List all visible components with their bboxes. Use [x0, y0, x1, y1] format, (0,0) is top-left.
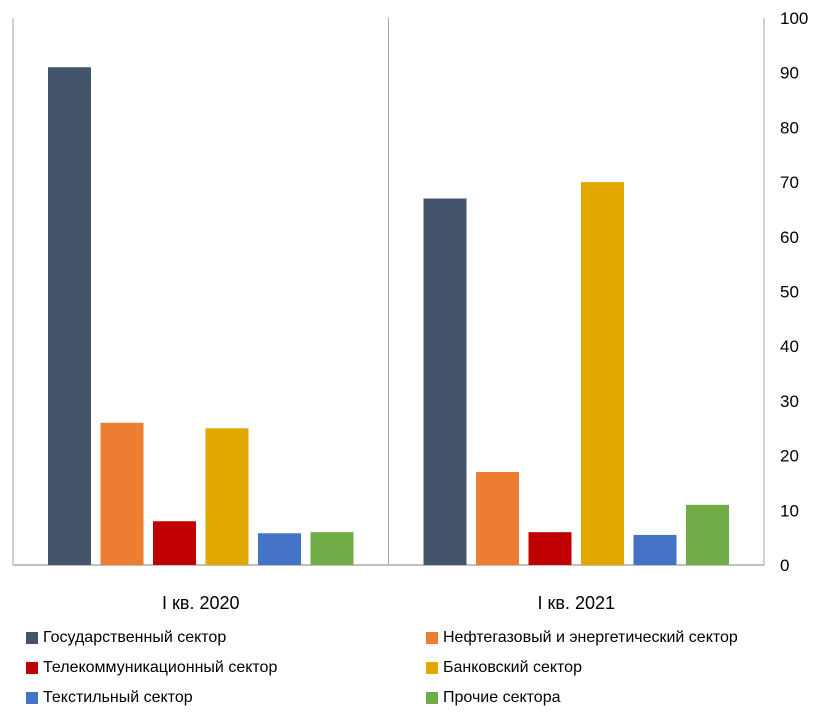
bar	[258, 533, 301, 565]
bar	[686, 504, 729, 565]
bar	[476, 472, 519, 565]
legend-item: Прочие сектора	[426, 688, 560, 708]
y-tick-label: 80	[780, 118, 799, 137]
legend-label: Текстильный сектор	[43, 689, 193, 706]
bar	[48, 67, 91, 565]
bar	[153, 521, 196, 565]
legend-swatch	[426, 692, 438, 704]
y-tick-label: 60	[780, 228, 799, 247]
legend-item: Текстильный сектор	[26, 688, 193, 708]
legend-item: Телекоммуникационный сектор	[26, 658, 277, 678]
legend-swatch	[26, 632, 38, 644]
x-axis-categories: I кв. 2020 I кв. 2021	[162, 593, 615, 613]
y-tick-label: 90	[780, 64, 799, 83]
y-tick-label: 100	[780, 9, 808, 28]
bars	[48, 67, 729, 565]
legend-label: Государственный сектор	[43, 629, 227, 646]
legend-swatch	[426, 662, 438, 674]
y-tick-label: 50	[780, 283, 799, 302]
y-tick-label: 40	[780, 337, 799, 356]
x-category-label: I кв. 2021	[538, 593, 615, 613]
y-tick-label: 10	[780, 501, 799, 520]
legend-label: Прочие сектора	[443, 689, 561, 706]
y-tick-label: 70	[780, 173, 799, 192]
legend-swatch	[426, 632, 438, 644]
y-tick-label: 30	[780, 392, 799, 411]
legend-item: Банковский сектор	[426, 658, 582, 678]
bar	[581, 182, 624, 565]
legend-label: Банковский сектор	[443, 659, 582, 676]
bar	[205, 428, 249, 565]
x-category-label: I кв. 2020	[162, 593, 239, 613]
bar	[633, 534, 677, 565]
bar	[310, 532, 354, 565]
legend-item: Государственный сектор	[26, 628, 226, 648]
legend-label: Нефтегазовый и энергетический сектор	[443, 629, 738, 646]
legend-swatch	[26, 662, 38, 674]
legend-item: Нефтегазовый и энергетический сектор	[426, 628, 738, 648]
legend-label: Телекоммуникационный сектор	[43, 659, 278, 676]
bar	[528, 532, 572, 565]
y-tick-label: 20	[780, 447, 799, 466]
bar	[423, 198, 467, 565]
y-tick-label: 0	[780, 556, 789, 575]
y-axis-ticks: 0 10 20 30 40 50 60 70 80 90 100	[780, 9, 808, 575]
legend-swatch	[26, 692, 38, 704]
bar	[100, 422, 144, 565]
